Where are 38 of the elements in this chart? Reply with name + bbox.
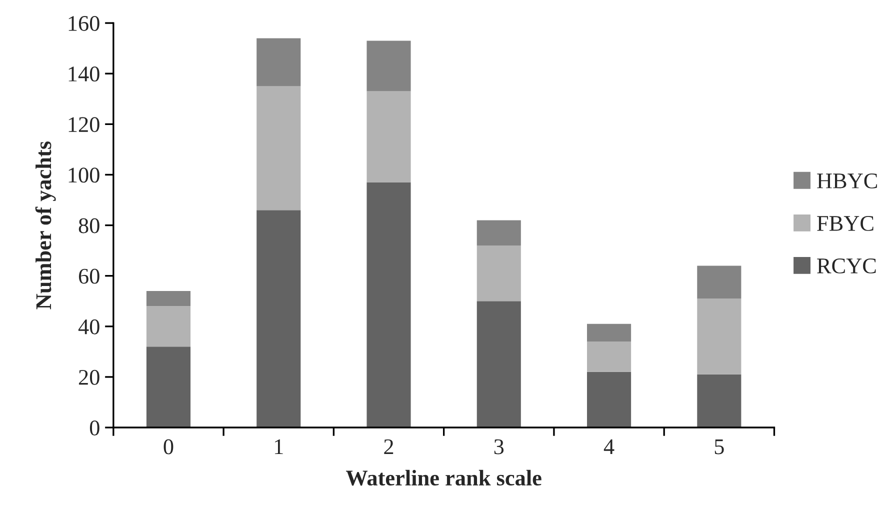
y-tick-label: 160 xyxy=(68,16,100,31)
bar xyxy=(256,210,301,428)
bar xyxy=(146,346,191,428)
bar xyxy=(366,182,411,428)
x-tick-label: 2 xyxy=(384,439,394,454)
x-tick-label: 3 xyxy=(494,439,504,454)
y-tick-label: 60 xyxy=(78,268,100,284)
legend-label: RCYC xyxy=(817,258,876,274)
x-axis-title: Waterline rank scale xyxy=(346,470,542,486)
bar xyxy=(146,306,191,347)
legend-label: HBYC xyxy=(817,173,877,188)
bar xyxy=(146,291,191,306)
x-tick-label: 0 xyxy=(164,439,174,454)
y-axis-title: Number of yachts xyxy=(35,141,56,310)
y-tick-label: 0 xyxy=(90,420,100,436)
bar xyxy=(476,301,521,428)
bar xyxy=(587,372,632,428)
bar xyxy=(476,246,521,302)
y-tick-label: 40 xyxy=(78,319,100,334)
y-tick-label: 100 xyxy=(68,168,100,183)
bar xyxy=(256,38,301,86)
x-tick-label: 4 xyxy=(604,439,614,454)
bar xyxy=(256,86,301,210)
bar xyxy=(366,91,411,182)
y-tick-label: 120 xyxy=(68,117,100,132)
bar xyxy=(697,298,742,374)
bar xyxy=(697,374,742,428)
x-tick-label: 1 xyxy=(275,439,283,454)
bar xyxy=(697,266,742,299)
y-tick-label: 20 xyxy=(78,370,100,385)
bar xyxy=(587,342,632,372)
y-tick-label: 80 xyxy=(78,218,100,234)
legend-label: FBYC xyxy=(817,216,874,231)
bar xyxy=(587,324,632,342)
bar xyxy=(476,220,521,246)
y-tick-label: 140 xyxy=(68,66,100,82)
x-tick-label: 5 xyxy=(714,440,724,454)
bar xyxy=(366,40,411,92)
